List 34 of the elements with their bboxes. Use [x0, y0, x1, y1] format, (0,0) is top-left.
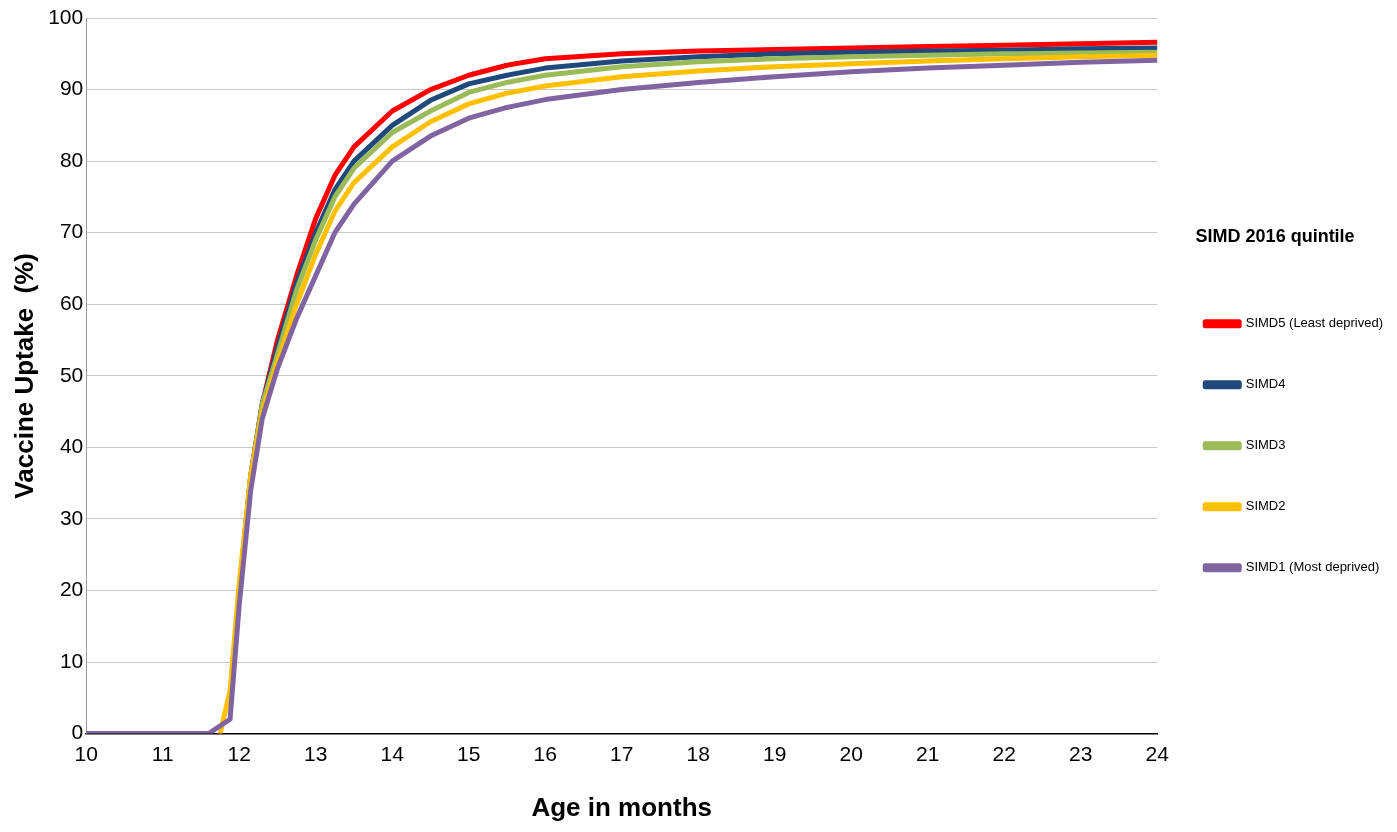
x-tick-label: 22	[992, 742, 1016, 765]
y-tick-label: 10	[59, 648, 84, 672]
x-tick-label: 10	[74, 742, 98, 765]
x-tick-label: 20	[839, 742, 863, 765]
y-tick-label: 40	[59, 434, 84, 458]
x-tick-label: 23	[1069, 742, 1093, 765]
y-tick-label: 100	[48, 4, 84, 28]
legend-label: SIMD5 (Least deprived)	[1245, 315, 1383, 331]
x-tick-label: 24	[1145, 742, 1170, 765]
x-tick-label: 13	[304, 742, 328, 765]
y-tick-label: 60	[59, 291, 84, 315]
legend-title: SIMD 2016 quintile	[1195, 225, 1355, 246]
x-tick-label: 18	[686, 742, 710, 765]
x-tick-label: 12	[227, 742, 251, 765]
x-tick-label: 14	[380, 742, 405, 765]
y-tick-label: 80	[59, 147, 84, 171]
legend-label: SIMD4	[1245, 376, 1286, 392]
legend-label: SIMD2	[1245, 498, 1286, 514]
y-tick-label: 70	[59, 219, 84, 243]
x-tick-label: 15	[457, 742, 481, 765]
legend-label: SIMD1 (Most deprived)	[1245, 559, 1380, 575]
y-tick-label: 50	[59, 362, 84, 386]
legend-label: SIMD3	[1245, 437, 1286, 453]
x-axis-title: Age in months	[531, 791, 713, 822]
y-tick-label: 30	[59, 505, 84, 529]
x-tick-label: 11	[151, 742, 174, 765]
y-tick-label: 90	[59, 76, 84, 100]
x-tick-label: 19	[763, 742, 787, 765]
x-tick-label: 21	[916, 742, 940, 765]
y-tick-label: 0	[71, 720, 84, 744]
y-axis-title: Vaccine Uptake (%)	[8, 252, 39, 499]
y-tick-label: 20	[59, 577, 84, 601]
x-tick-label: 17	[610, 742, 634, 765]
x-tick-label: 16	[533, 742, 557, 765]
